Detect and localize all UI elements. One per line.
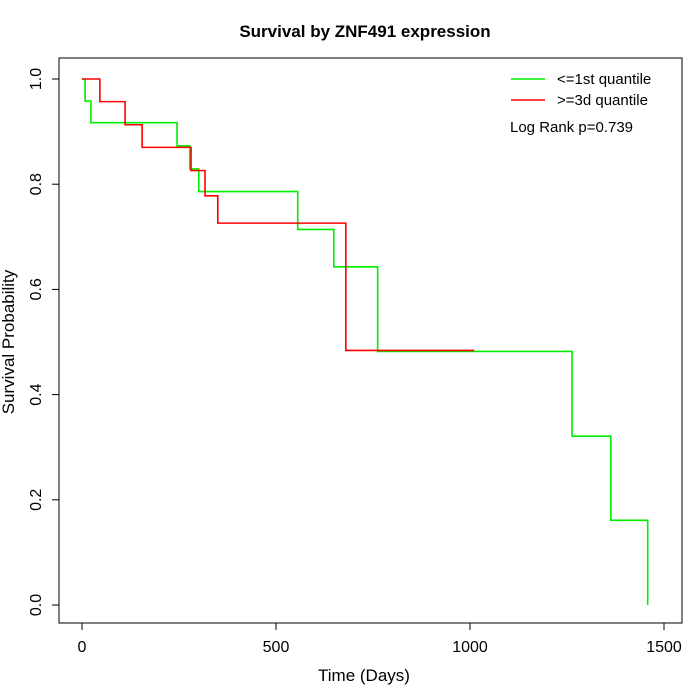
survival-curve-0 [82,78,649,605]
x-tick-label: 1000 [452,639,488,656]
legend-label-high: >=3d quantile [557,92,648,109]
plot-frame [58,57,683,624]
y-tick-label: 1.0 [28,68,45,90]
y-tick-label: 0.6 [28,278,45,300]
legend: <=1st quantile >=3d quantile [511,71,651,109]
series-lines [82,78,649,605]
x-tick-label: 0 [78,639,87,656]
y-tick-label: 0.8 [28,173,45,195]
y-axis-label: Survival Probability [0,269,18,414]
y-tick-label: 0.2 [28,489,45,511]
y-axis: 0.0 0.2 0.4 0.6 0.8 1.0 [28,68,60,616]
x-tick-label: 1500 [646,639,682,656]
x-axis-label: Time (Days) [318,666,410,685]
x-axis: 0 500 1000 1500 [78,622,682,656]
y-tick-label: 0.4 [28,383,45,405]
legend-label-low: <=1st quantile [557,71,651,88]
log-rank-annotation: Log Rank p=0.739 [510,119,633,136]
y-tick-label: 0.0 [28,594,45,616]
survival-curve-1 [82,78,475,352]
chart-title: Survival by ZNF491 expression [239,22,490,41]
x-tick-label: 500 [263,639,290,656]
